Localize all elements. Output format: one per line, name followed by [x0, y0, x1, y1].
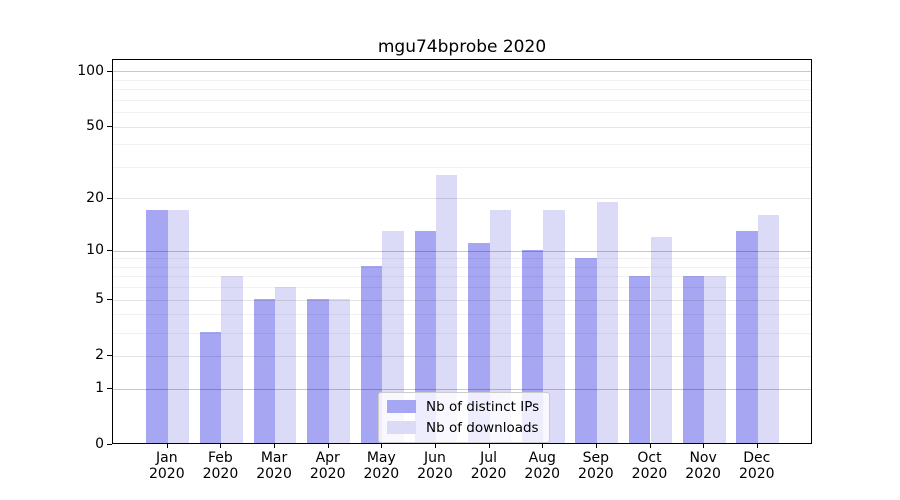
x-tick-label-sep: Sep 2020 — [578, 450, 614, 482]
bar-distinct-ips-sep — [575, 257, 597, 443]
y-tick-100 — [107, 70, 112, 72]
y-tick-0 — [107, 444, 112, 446]
x-tick-label-dec: Dec 2020 — [738, 450, 775, 482]
bar-downloads-sep — [596, 201, 619, 443]
bar-distinct-ips-jan — [146, 210, 168, 443]
x-tick-mar — [274, 444, 276, 448]
bar-downloads-may — [382, 230, 404, 443]
bar-downloads-jun — [435, 174, 458, 443]
minor-gridline-y-70 — [113, 99, 811, 101]
y-tick-label-1: 1 — [95, 380, 104, 397]
x-tick-label-nov: Nov 2020 — [685, 450, 721, 482]
bar-distinct-ips-oct — [629, 275, 651, 443]
x-tick-apr — [327, 444, 329, 448]
x-tick-aug — [542, 444, 544, 448]
bar-downloads-mar — [275, 286, 297, 443]
x-tick-label-aug: Aug 2020 — [524, 450, 561, 482]
gridline-y-20 — [113, 198, 811, 200]
y-tick-label-100: 100 — [77, 62, 104, 79]
legend-swatch-downloads — [387, 421, 416, 434]
minor-gridline-y-40 — [113, 144, 811, 146]
y-tick-label-2: 2 — [95, 347, 104, 364]
gridline-y-100 — [113, 71, 811, 73]
plot-area — [112, 59, 812, 444]
y-tick-label-20: 20 — [86, 189, 104, 206]
y-tick-20 — [107, 197, 112, 199]
gridline-y-50 — [113, 126, 811, 128]
bar-downloads-dec — [757, 214, 780, 443]
x-tick-may — [381, 444, 383, 448]
legend-label-downloads: Nb of downloads — [426, 419, 539, 436]
bar-downloads-nov — [704, 275, 726, 443]
y-tick-label-5: 5 — [95, 291, 104, 308]
bar-downloads-oct — [650, 236, 672, 443]
x-tick-dec — [756, 444, 758, 448]
bar-downloads-feb — [221, 275, 243, 443]
minor-gridline-y-7 — [113, 276, 811, 278]
x-tick-jun — [434, 444, 436, 448]
legend: Nb of distinct IPs Nb of downloads — [378, 392, 551, 443]
legend-item-downloads: Nb of downloads — [387, 419, 539, 436]
gridline-y-10 — [113, 250, 811, 252]
y-tick-10 — [107, 250, 112, 252]
bar-distinct-ips-jun — [414, 230, 436, 443]
y-tick-label-0: 0 — [95, 436, 104, 453]
minor-gridline-y-6 — [113, 287, 811, 289]
y-tick-5 — [107, 299, 112, 301]
bar-distinct-ips-dec — [736, 230, 758, 443]
minor-gridline-y-90 — [113, 79, 811, 81]
bar-downloads-apr — [328, 299, 351, 443]
legend-swatch-distinct-ips — [387, 400, 416, 413]
minor-gridline-y-4 — [113, 314, 811, 316]
x-tick-label-apr: Apr 2020 — [309, 450, 346, 482]
x-tick-jan — [166, 444, 168, 448]
minor-gridline-y-8 — [113, 266, 811, 268]
x-tick-label-jun: Jun 2020 — [417, 450, 453, 482]
x-tick-feb — [220, 444, 222, 448]
gridline-y-1 — [113, 388, 811, 390]
bar-distinct-ips-nov — [682, 275, 705, 443]
y-tick-50 — [107, 126, 112, 128]
x-tick-label-oct: Oct 2020 — [631, 450, 668, 482]
minor-gridline-y-3 — [113, 332, 811, 334]
bar-distinct-ips-may — [360, 266, 383, 443]
x-tick-label-jan: Jan 2020 — [148, 450, 185, 482]
bar-distinct-ips-mar — [253, 299, 276, 443]
bar-downloads-jul — [489, 210, 511, 443]
x-tick-nov — [703, 444, 705, 448]
chart-title: mgu74bprobe 2020 — [377, 37, 547, 57]
gridline-y-5 — [113, 299, 811, 301]
y-tick-2 — [107, 355, 112, 357]
bar-downloads-aug — [543, 210, 565, 443]
x-tick-label-feb: Feb 2020 — [202, 450, 239, 482]
minor-gridline-y-30 — [113, 166, 811, 168]
x-tick-label-mar: Mar 2020 — [256, 450, 292, 482]
x-tick-sep — [595, 444, 597, 448]
x-tick-label-jul: Jul 2020 — [470, 450, 507, 482]
gridline-y-2 — [113, 355, 811, 357]
y-tick-1 — [107, 388, 112, 390]
y-tick-label-50: 50 — [86, 118, 104, 135]
legend-item-distinct-ips: Nb of distinct IPs — [387, 398, 539, 415]
x-tick-oct — [649, 444, 651, 448]
minor-gridline-y-9 — [113, 258, 811, 260]
legend-label-distinct-ips: Nb of distinct IPs — [426, 398, 540, 415]
x-tick-jul — [488, 444, 490, 448]
y-tick-label-10: 10 — [86, 242, 104, 259]
bar-distinct-ips-apr — [307, 299, 329, 443]
bar-distinct-ips-feb — [200, 332, 222, 443]
minor-gridline-y-60 — [113, 112, 811, 114]
x-tick-label-may: May 2020 — [363, 450, 400, 482]
minor-gridline-y-80 — [113, 89, 811, 91]
bar-downloads-jan — [167, 210, 190, 443]
